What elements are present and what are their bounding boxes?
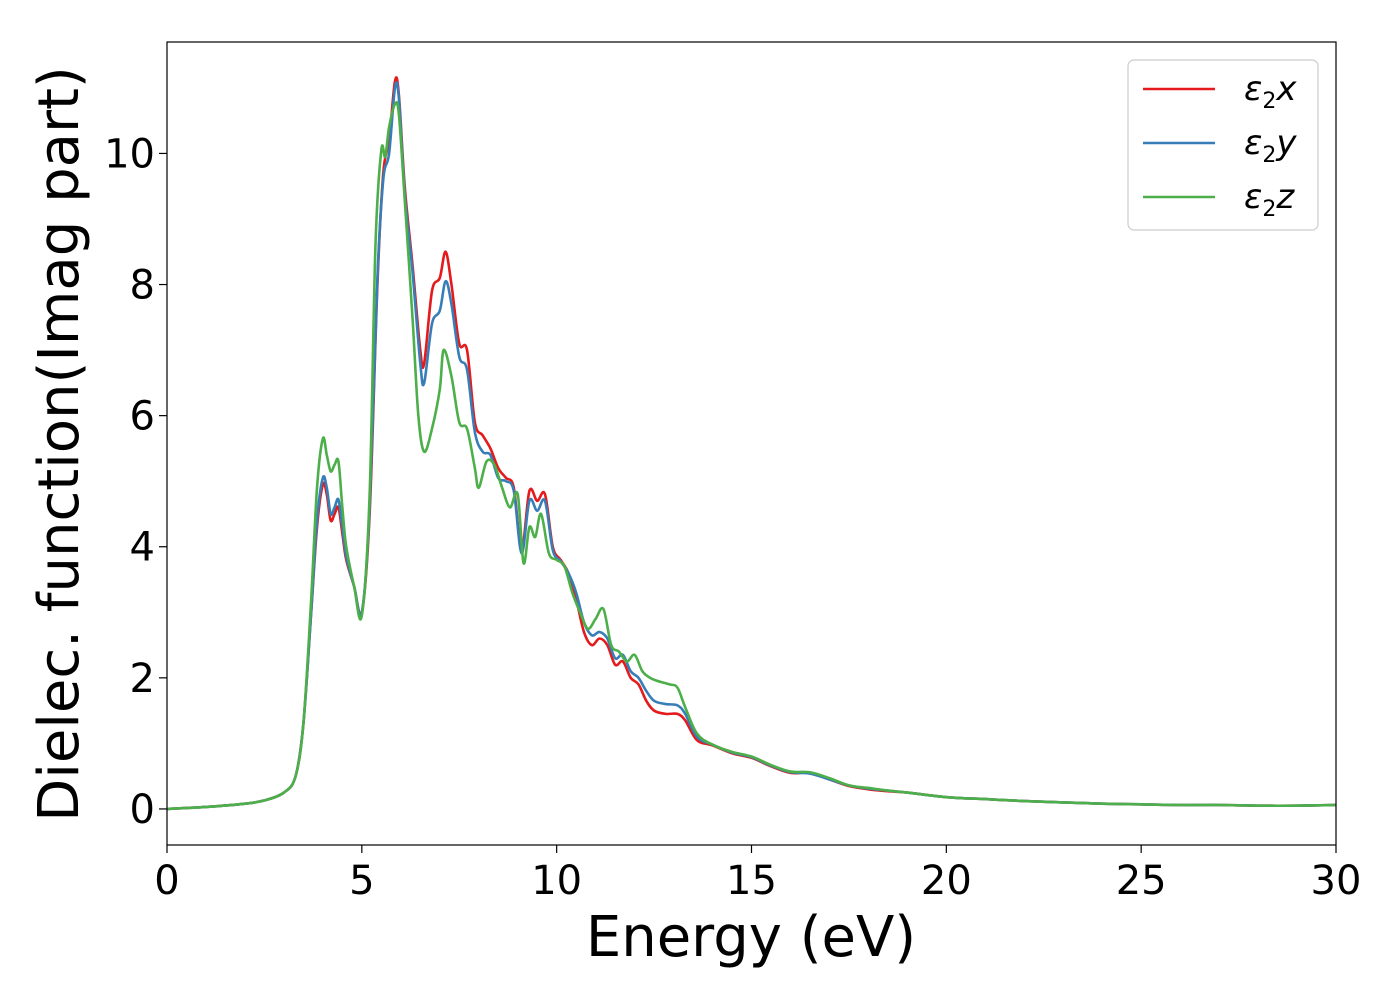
y-tick-label: 10 xyxy=(104,131,155,177)
y-tick-label: 2 xyxy=(130,656,155,702)
y-tick-label: 4 xyxy=(130,525,155,571)
x-tick-label: 0 xyxy=(154,858,179,904)
ticks-layer: 0 5 10 15 20 25 30 0 2 4 6 8 10 xyxy=(104,131,1361,904)
y-tick-label: 0 xyxy=(130,787,155,833)
y-tick-label: 8 xyxy=(130,263,155,309)
x-tick-label: 5 xyxy=(349,858,374,904)
series-layer xyxy=(166,76,1337,811)
y-tick-label: 6 xyxy=(130,394,155,440)
x-tick-label: 20 xyxy=(921,858,972,904)
legend-entries: ε2x ε2y ε2z xyxy=(1143,69,1297,222)
y-axis-title: Dielec. function(Imag part) xyxy=(27,66,92,822)
legend: ε2x ε2y ε2z xyxy=(1127,59,1319,231)
x-tick-label: 15 xyxy=(726,858,777,904)
legend-label-3: ε2z xyxy=(1244,177,1295,222)
x-tick-label: 30 xyxy=(1311,858,1362,904)
series-line-3 xyxy=(166,100,1337,811)
legend-label-1: ε2x xyxy=(1244,69,1297,114)
legend-label-2: ε2y xyxy=(1244,123,1297,168)
x-tick-label: 25 xyxy=(1116,858,1167,904)
legend-box xyxy=(1127,59,1319,231)
x-axis-title: Energy (eV) xyxy=(586,905,916,970)
x-tick-label: 10 xyxy=(531,858,582,904)
